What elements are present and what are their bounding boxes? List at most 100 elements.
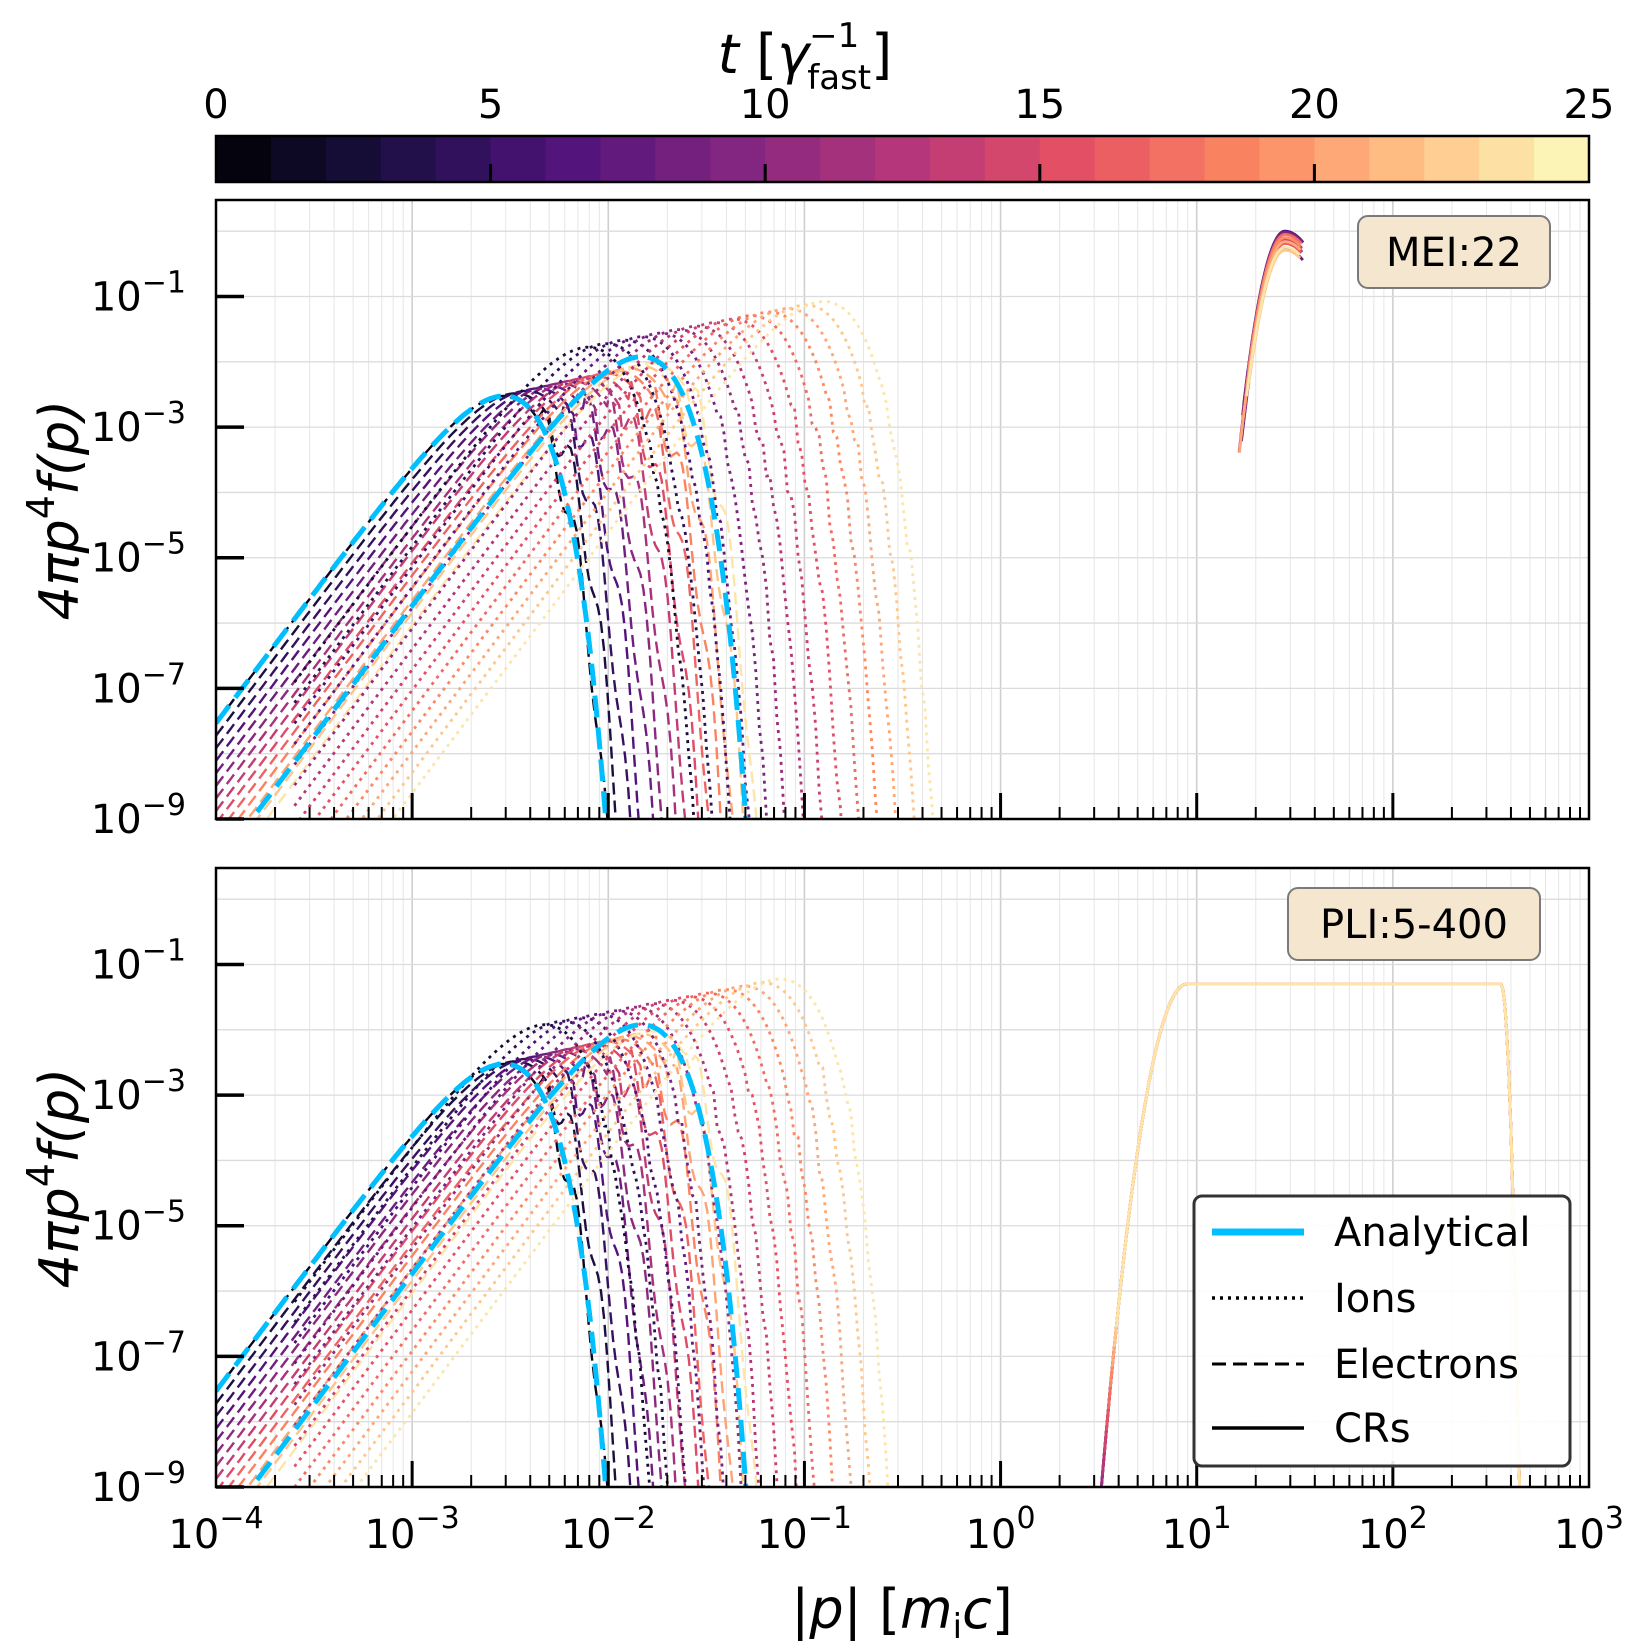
legend-label-crs: CRs: [1334, 1406, 1411, 1452]
colorbar-tick-label: 25: [1564, 82, 1615, 128]
colorbar-label-sub: fast: [807, 58, 871, 98]
electron-curve: [255, 1032, 745, 1487]
panel-top-grid: [216, 200, 1589, 819]
electron-curve: [236, 369, 722, 819]
colorbar-step: [1149, 136, 1206, 182]
ion-curve: [293, 331, 769, 819]
panel-bottom-y-tick-labels: 10−1 10−3 10−5 10−7 10−9: [91, 933, 186, 1511]
electron-curve: [216, 384, 655, 819]
ion-curve: [323, 984, 853, 1487]
x-tick-label: 101: [1162, 1501, 1232, 1558]
electron-curve: [216, 1055, 640, 1487]
analytical-curve: [248, 354, 749, 819]
colorbar-ticks: 0 5 10 15 20 25: [203, 82, 1614, 182]
analytical-curve: [216, 393, 609, 819]
y-tick-label: 10−5: [91, 1195, 186, 1250]
x-tick-label: 10−4: [168, 1501, 263, 1558]
colorbar-label: t [γ−1 fast]: [718, 16, 892, 98]
x-tick-labels: 10−4 10−3 10−2 10−1 100 101 102 103: [168, 1501, 1624, 1558]
electron-curve: [216, 1060, 617, 1487]
panel-top-y-axis-label: 4πp4f(p): [19, 400, 91, 621]
colorbar-step: [1534, 136, 1590, 182]
legend-box: [1192, 1194, 1572, 1468]
electron-curve: [216, 1047, 677, 1487]
ion-curve: [293, 1016, 687, 1487]
electron-curve: [227, 1040, 711, 1487]
colorbar-label-base: t: [718, 23, 741, 86]
electron-curve: [227, 372, 711, 819]
colorbar-tick-label: 0: [203, 82, 228, 128]
electron-curve: [217, 374, 700, 819]
x-tick-label: 100: [966, 1501, 1036, 1558]
y-tick-label: 10−5: [91, 527, 186, 582]
panel-bottom-badge: PLI:5-400: [1287, 887, 1541, 961]
electron-curve: [265, 1030, 758, 1487]
panel-bottom-curves: [216, 977, 1521, 1487]
colorbar-step: [380, 136, 437, 182]
cr-curve: [1245, 245, 1301, 397]
ion-curve: [293, 1012, 706, 1487]
electron-curve: [236, 1037, 722, 1487]
colorbar-step: [325, 136, 382, 182]
colorbar-step: [1369, 136, 1425, 182]
x-tick-label: 10−3: [365, 1501, 460, 1558]
colorbar-step: [1479, 136, 1535, 182]
colorbar-steps: [216, 136, 1590, 182]
legend-label-ions: Ions: [1334, 1276, 1416, 1322]
y-tick-label: 10−1: [91, 265, 186, 320]
x-tick-label: 102: [1358, 1501, 1428, 1558]
ion-curve: [391, 300, 935, 819]
ion-curve: [329, 314, 860, 819]
y-tick-label: 10−7: [91, 1325, 186, 1380]
colorbar-step: [984, 136, 1041, 182]
electron-curve: [216, 1045, 687, 1487]
panel-bottom-badge-box: [1287, 887, 1541, 961]
legend-label-electrons: Electrons: [1334, 1342, 1519, 1388]
colorbar-tick-label: 5: [478, 82, 503, 128]
colorbar-step: [1039, 136, 1096, 182]
ion-curve: [313, 317, 843, 819]
ion-curve: [293, 342, 714, 819]
y-tick-label: 10−9: [91, 788, 186, 843]
x-axis-label: |p| [mic]: [791, 1578, 1013, 1647]
panel-top-curves: [216, 229, 1305, 819]
panel-bottom-y-axis-label: 4πp4f(p): [19, 1068, 91, 1289]
cr-curve: [1114, 982, 1521, 1487]
colorbar-step: [820, 136, 876, 182]
panel-bottom: 10−1 10−3 10−5 10−7 10−9 10−4 10−3 10−2 10−1 100…: [19, 866, 1624, 1558]
legend-label-analytical: Analytical: [1334, 1210, 1530, 1256]
y-tick-label: 10−3: [91, 1064, 186, 1119]
electron-curve: [216, 389, 632, 819]
electron-curve: [216, 1050, 663, 1487]
x-tick-label: 10−2: [561, 1501, 656, 1558]
electron-curve: [216, 1052, 655, 1487]
panel-top-y-tick-labels: 10−1 10−3 10−5 10−7 10−9: [91, 265, 186, 843]
electron-curve: [255, 364, 745, 819]
colorbar-step: [490, 136, 547, 182]
colorbar-frame: [214, 134, 1591, 184]
x-tick-label: 10−1: [757, 1501, 852, 1558]
colorbar-step: [1314, 136, 1370, 182]
ion-curve: [344, 310, 879, 819]
ion-curve: [298, 321, 824, 819]
panel-top-badge: MEI:22: [1357, 215, 1551, 289]
panel-top-ticks: [216, 294, 1582, 821]
ion-curve: [339, 981, 872, 1487]
electron-curve: [216, 379, 677, 819]
electron-curve: [216, 377, 687, 819]
electron-curve: [216, 382, 663, 819]
colorbar-step: [710, 136, 766, 182]
colorbar-step: [216, 136, 272, 182]
colorbar-step: [600, 136, 656, 182]
panel-bottom-ticks: [216, 962, 1582, 1489]
colorbar-step: [929, 136, 986, 182]
electron-curve: [265, 362, 758, 819]
colorbar-step: [1424, 136, 1480, 182]
electron-curve: [216, 387, 640, 819]
colorbar-step: [1204, 136, 1261, 182]
colorbar-step: [435, 136, 492, 182]
y-tick-label: 10−9: [91, 1456, 186, 1511]
ion-curve: [293, 1002, 761, 1487]
electron-curve: [216, 392, 617, 819]
